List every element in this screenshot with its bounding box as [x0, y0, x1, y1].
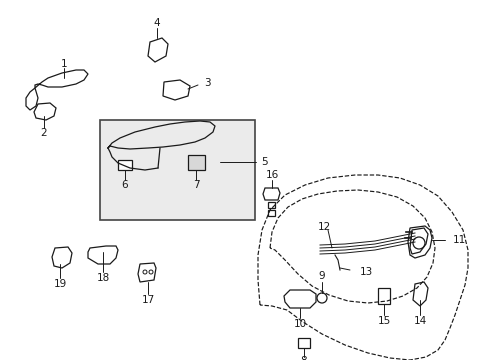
Polygon shape [26, 88, 38, 110]
Text: 12: 12 [317, 222, 330, 232]
Text: 19: 19 [53, 279, 66, 289]
Polygon shape [34, 103, 56, 120]
Text: 10: 10 [293, 319, 306, 329]
Polygon shape [35, 70, 88, 88]
Text: 1: 1 [61, 59, 67, 69]
Polygon shape [267, 202, 274, 208]
Text: 18: 18 [96, 273, 109, 283]
Text: 17: 17 [141, 295, 154, 305]
Polygon shape [118, 160, 132, 170]
Polygon shape [297, 338, 309, 348]
Text: 4: 4 [153, 18, 160, 28]
Text: 3: 3 [203, 78, 210, 88]
Polygon shape [407, 226, 431, 258]
Text: 8: 8 [300, 356, 306, 360]
Polygon shape [187, 155, 204, 170]
Text: 16: 16 [265, 170, 278, 180]
Text: 9: 9 [318, 271, 325, 281]
Text: 2: 2 [41, 128, 47, 138]
Text: 6: 6 [122, 180, 128, 190]
Text: 7: 7 [192, 180, 199, 190]
Text: 13: 13 [359, 267, 372, 277]
Polygon shape [377, 288, 389, 304]
Text: 14: 14 [412, 316, 426, 326]
Text: 15: 15 [377, 316, 390, 326]
Polygon shape [163, 80, 190, 100]
Polygon shape [263, 188, 280, 200]
Polygon shape [148, 38, 168, 62]
Polygon shape [412, 282, 427, 306]
Polygon shape [88, 246, 118, 264]
Polygon shape [267, 210, 274, 216]
Text: 5: 5 [261, 157, 267, 167]
Polygon shape [52, 247, 72, 268]
Polygon shape [284, 290, 315, 308]
Bar [100, 120, 254, 220]
Text: 11: 11 [452, 235, 465, 245]
Polygon shape [138, 263, 156, 282]
